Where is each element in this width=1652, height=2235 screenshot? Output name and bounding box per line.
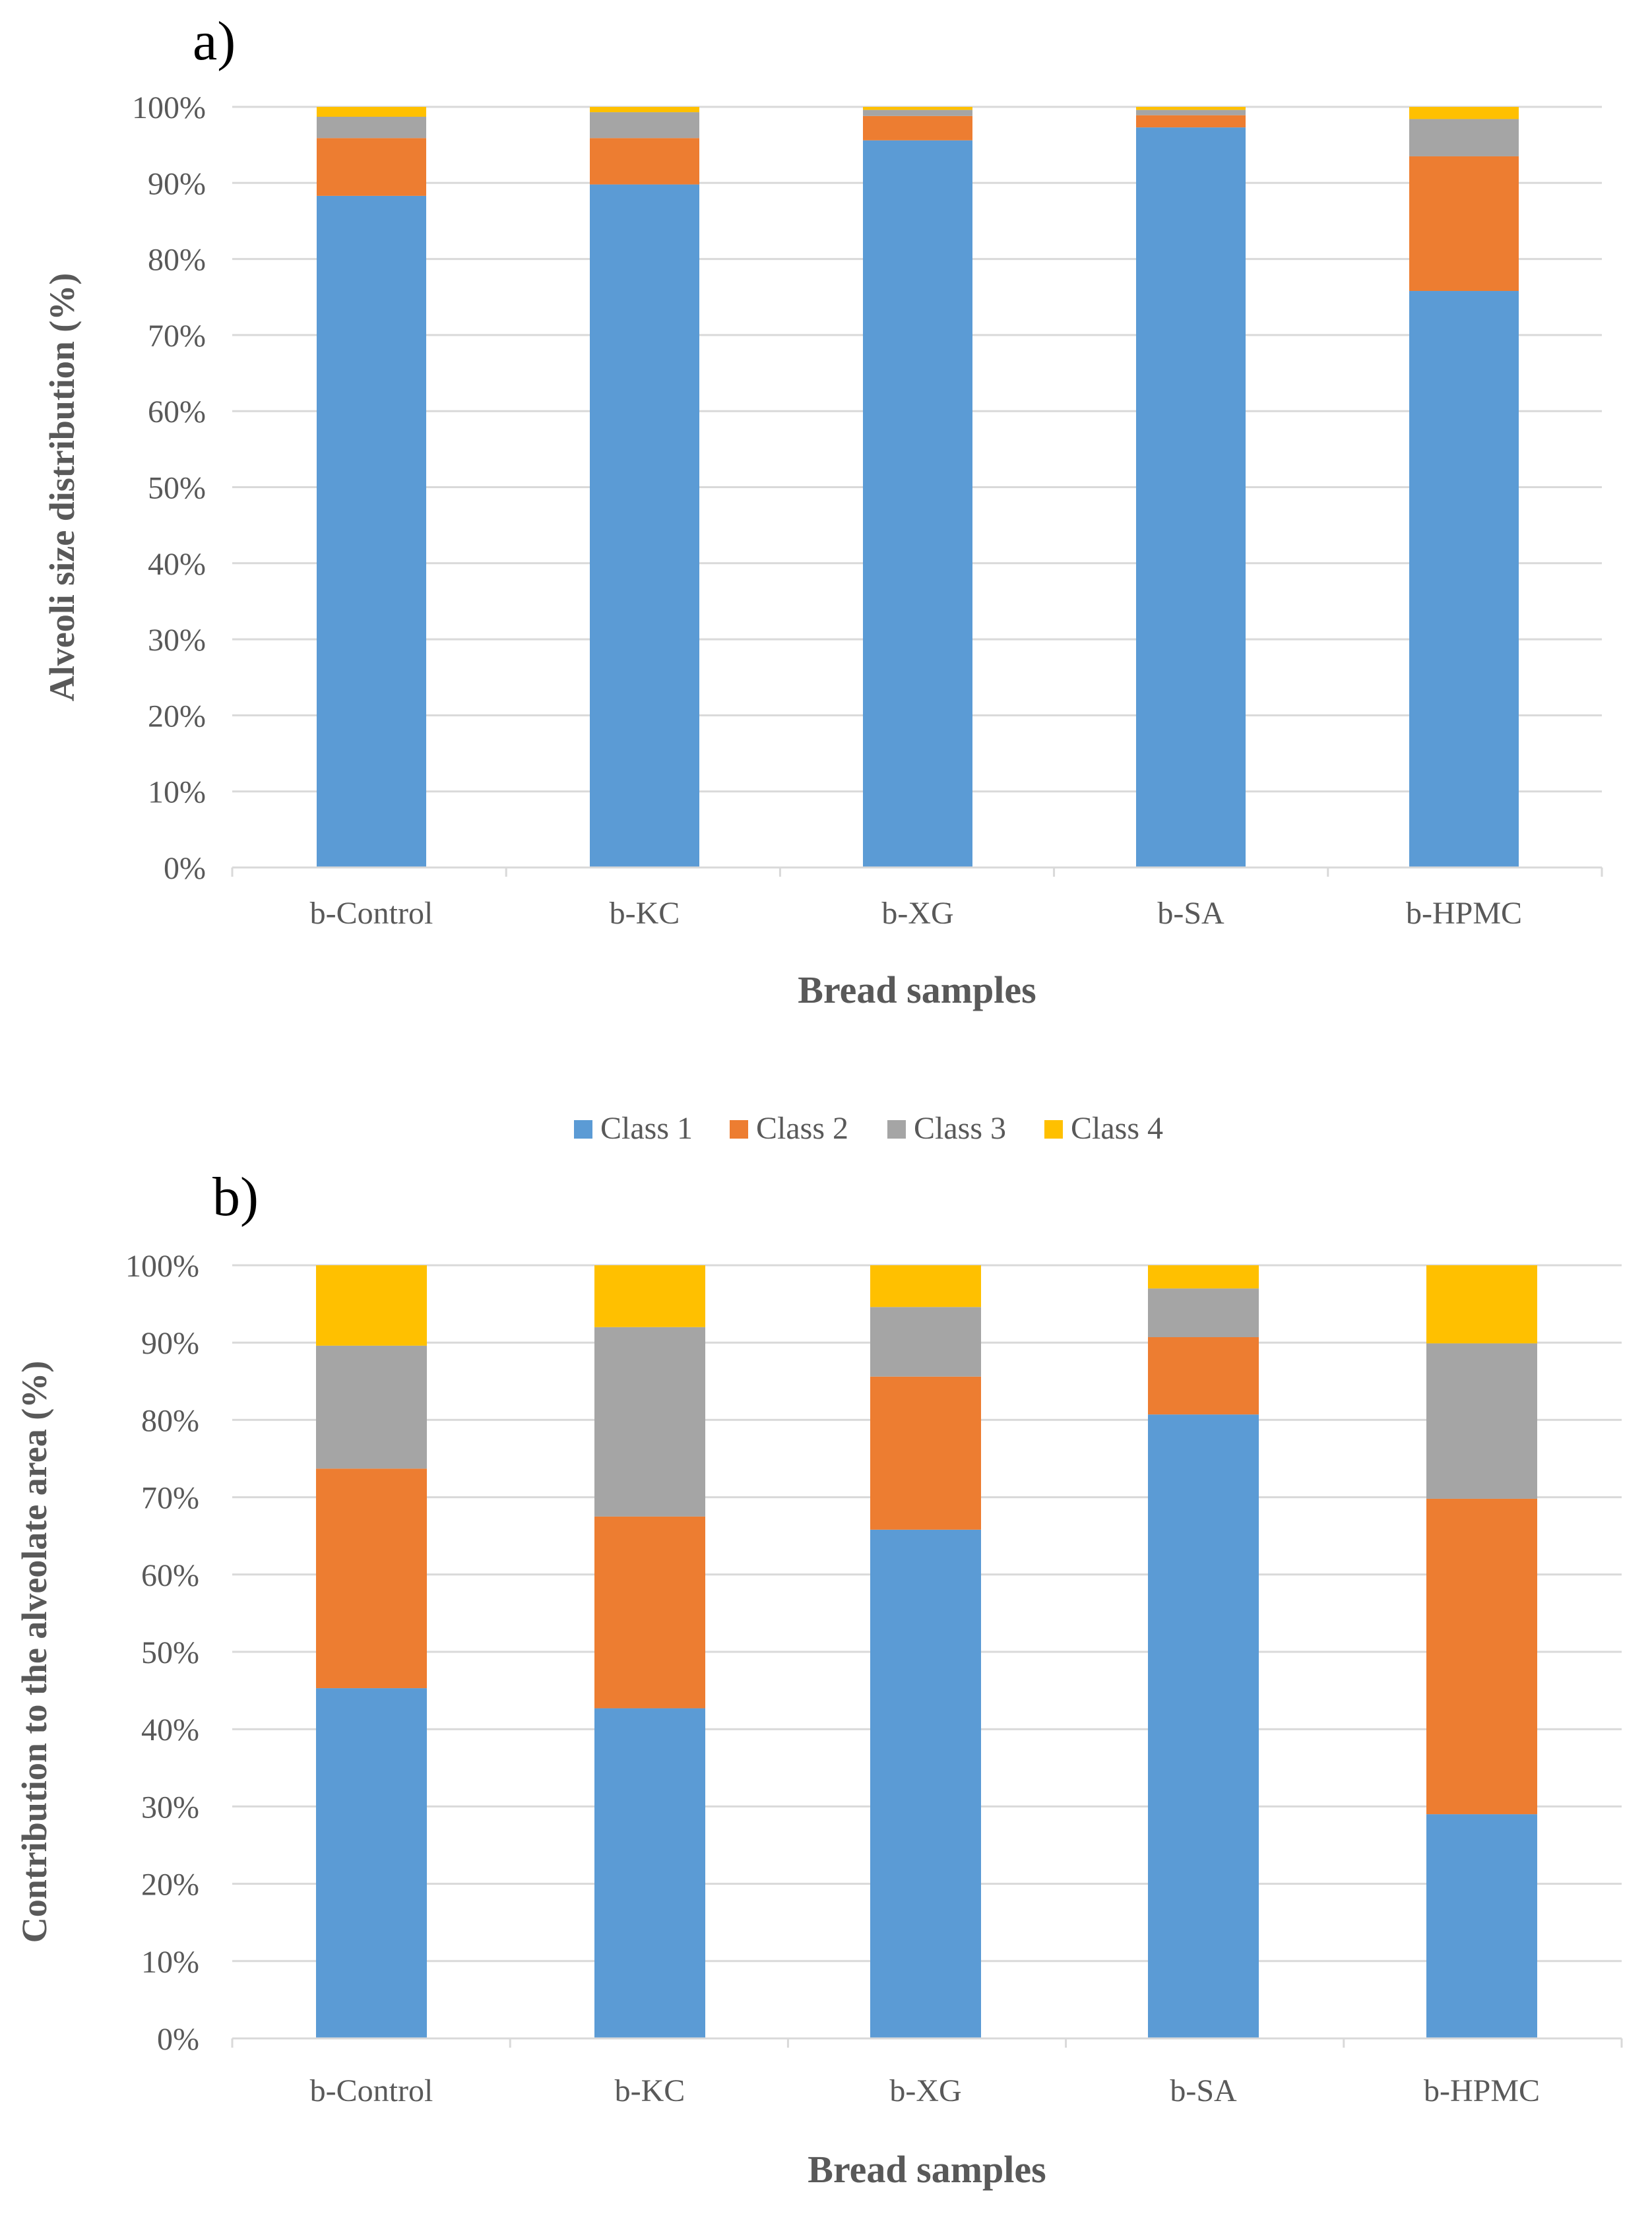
bar-segment — [863, 107, 972, 110]
bar-segment — [594, 1265, 705, 1327]
x-tick-label: b-KC — [610, 896, 680, 931]
legend-label: Class 3 — [914, 1111, 1006, 1146]
x-tick-label: b-Control — [310, 2073, 433, 2108]
bar-segment — [317, 116, 426, 139]
y-tick-label: 0% — [164, 851, 206, 886]
x-tick-label: b-SA — [1157, 896, 1224, 931]
legend-swatch — [574, 1120, 592, 1139]
bar-segment — [590, 138, 699, 185]
y-tick-label: 50% — [148, 471, 206, 506]
y-tick-label: 90% — [141, 1326, 199, 1361]
bar-segment — [1426, 1343, 1537, 1499]
bar-segment — [870, 1376, 981, 1530]
bar-segment — [317, 138, 426, 196]
panel-label: b) — [212, 1166, 259, 1228]
bar-segment — [590, 112, 699, 139]
bar-segment — [1409, 156, 1519, 292]
bar-segment — [1426, 1814, 1537, 2038]
y-tick-label: 40% — [148, 547, 206, 582]
y-tick-label: 70% — [141, 1481, 199, 1516]
x-tick-label: b-KC — [615, 2073, 685, 2108]
bar-segment — [594, 1327, 705, 1517]
y-tick-label: 10% — [148, 775, 206, 810]
bar-segment — [1409, 119, 1519, 156]
bar-segment — [594, 1708, 705, 2038]
legend-swatch — [887, 1120, 906, 1139]
x-tick-label: b-XG — [889, 2073, 961, 2108]
bar-segment — [316, 1265, 427, 1346]
y-tick-label: 80% — [141, 1403, 199, 1438]
y-tick-label: 30% — [148, 623, 206, 658]
y-axis-title: Alveoli size distribution (%) — [42, 273, 82, 701]
legend-swatch — [1044, 1120, 1063, 1139]
bar-segment — [870, 1265, 981, 1307]
y-tick-label: 60% — [148, 394, 206, 429]
y-tick-label: 20% — [148, 699, 206, 734]
bar-segment — [316, 1468, 427, 1689]
x-tick-label: b-SA — [1170, 2073, 1237, 2108]
bar-segment — [1148, 1337, 1259, 1415]
bar-segment — [863, 115, 972, 141]
chart-panel-a: 0% 10% 20% 30% 40% 50% 60% 70% 80% 90% 100% b-Contr… — [42, 11, 1603, 1011]
x-tick-label: b-XG — [881, 896, 953, 931]
bar-segment — [1148, 1265, 1259, 1289]
bar-segment — [1409, 107, 1519, 119]
bar-segment — [317, 195, 426, 867]
x-tick-label: b-Control — [310, 896, 433, 931]
x-axis-title: Bread samples — [808, 2148, 1046, 2191]
legend-label: Class 1 — [600, 1111, 693, 1146]
bar-segment — [317, 107, 426, 117]
bar-segment — [316, 1345, 427, 1469]
y-tick-label: 50% — [141, 1635, 199, 1670]
legend: Class 1 Class 2 Class 3 Class 4 — [574, 1111, 1163, 1146]
bar-segment — [1426, 1498, 1537, 1815]
bar-segment — [1136, 115, 1246, 128]
y-tick-label: 10% — [141, 1945, 199, 1980]
bar-segment — [870, 1529, 981, 2038]
y-tick-label: 100% — [132, 90, 206, 125]
chart-panel-b: 0% 10% 20% 30% 40% 50% 60% 70% 80% 90% 100% b-Contr… — [15, 1166, 1623, 2191]
x-tick-label: b-HPMC — [1424, 2073, 1540, 2108]
legend-label: Class 4 — [1071, 1111, 1163, 1146]
bar-segment — [1136, 127, 1246, 868]
bar-segment — [590, 107, 699, 113]
legend-label: Class 2 — [756, 1111, 848, 1146]
bar-segment — [863, 140, 972, 868]
y-tick-label: 100% — [125, 1249, 199, 1284]
bar-segment — [590, 184, 699, 868]
x-axis-title: Bread samples — [798, 968, 1036, 1011]
bar-segment — [1136, 110, 1246, 115]
bar-segment — [870, 1307, 981, 1377]
y-tick-label: 40% — [141, 1713, 199, 1747]
y-tick-label: 70% — [148, 319, 206, 354]
y-tick-label: 20% — [141, 1868, 199, 1903]
x-tick-label: b-HPMC — [1406, 896, 1522, 931]
bar-segment — [1148, 1288, 1259, 1337]
bar-segment — [1409, 291, 1519, 867]
y-axis-title: Contribution to the alveolate area (%) — [15, 1361, 54, 1943]
bar-segment — [1136, 107, 1246, 110]
y-tick-label: 0% — [157, 2022, 199, 2057]
y-tick-label: 60% — [141, 1558, 199, 1593]
panel-label: a) — [193, 11, 236, 72]
charts-group: 0% 10% 20% 30% 40% 50% 60% 70% 80% 90% 100% b-Contr… — [15, 11, 1623, 2191]
y-tick-label: 80% — [148, 243, 206, 278]
legend-swatch — [730, 1120, 748, 1139]
y-tick-label: 90% — [148, 166, 206, 201]
y-tick-label: 30% — [141, 1790, 199, 1825]
bar-segment — [863, 110, 972, 116]
bar-segment — [1426, 1265, 1537, 1344]
bar-segment — [594, 1516, 705, 1709]
bar-segment — [1148, 1414, 1259, 2038]
bar-segment — [316, 1688, 427, 2038]
